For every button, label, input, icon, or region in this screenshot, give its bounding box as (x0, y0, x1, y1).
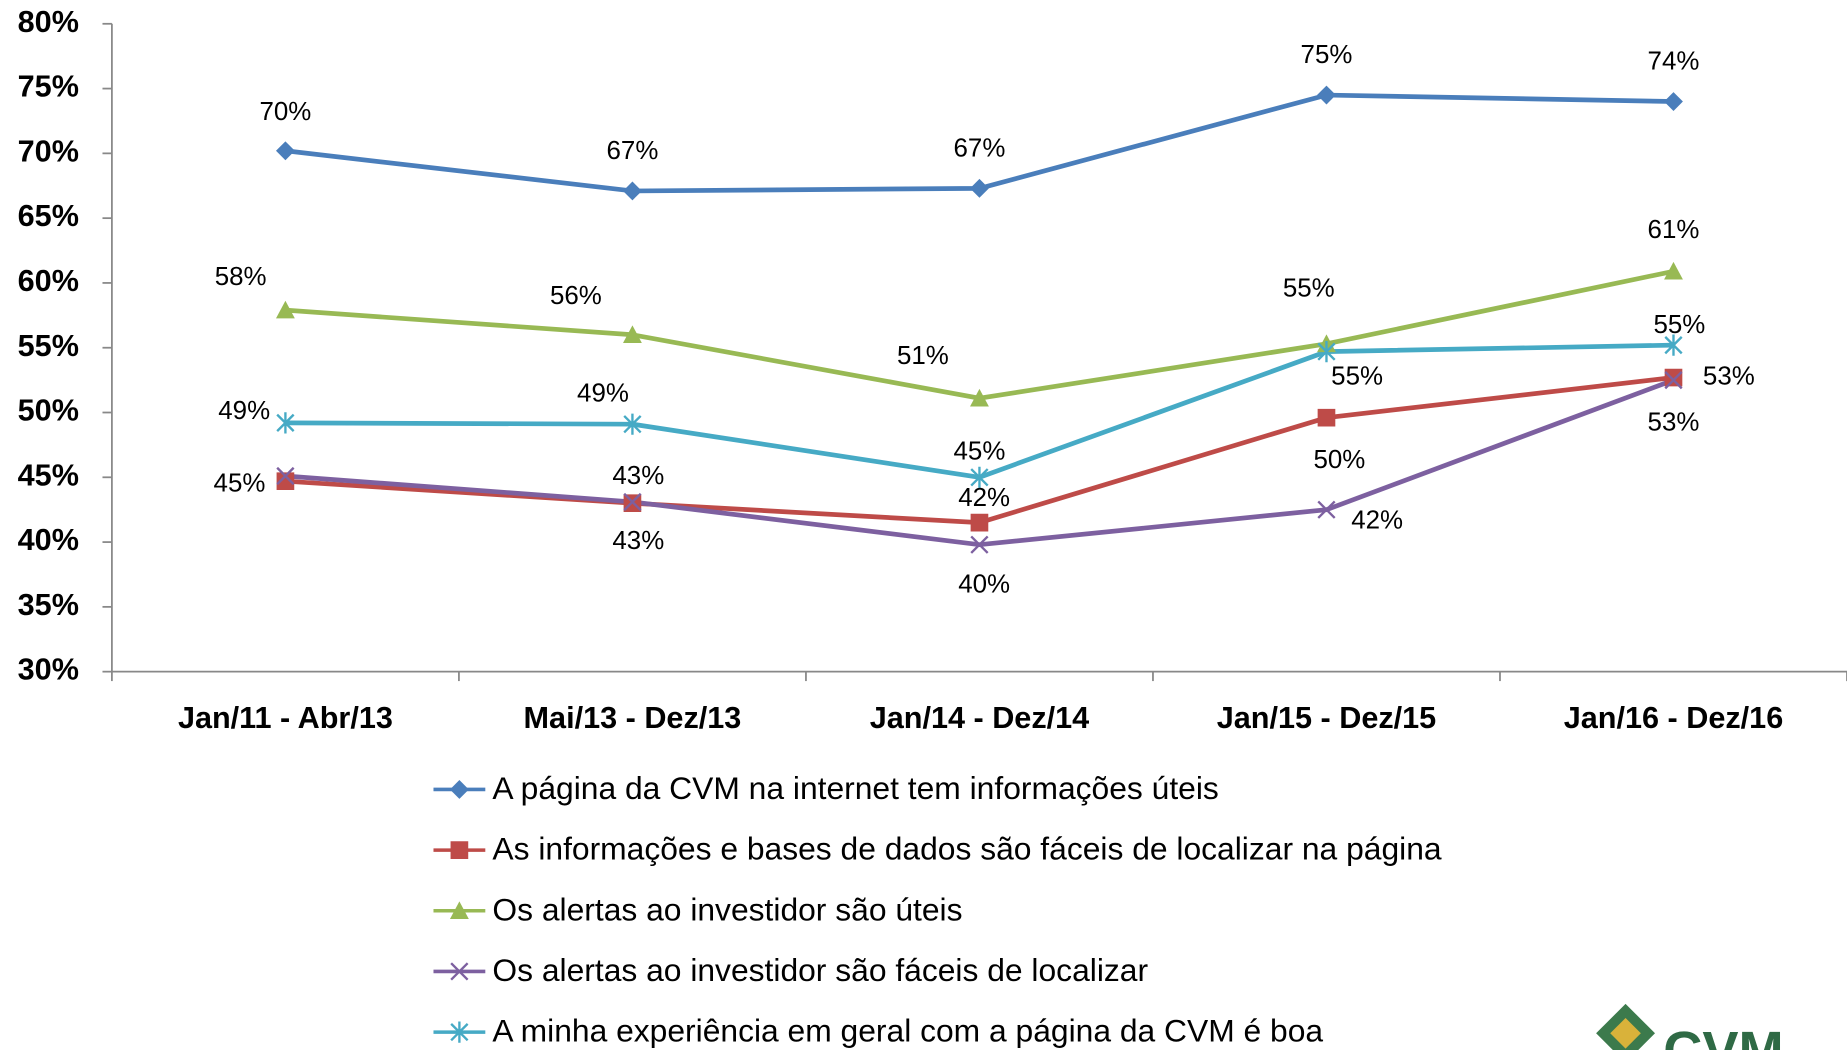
marker (450, 841, 469, 859)
marker (623, 181, 642, 201)
legend-item: Os alertas ao investidor são úteis (433, 891, 963, 927)
marker (970, 388, 989, 407)
marker (1664, 261, 1683, 280)
data-label: 61% (1648, 216, 1700, 244)
marker (276, 472, 295, 491)
marker (275, 300, 295, 319)
marker (623, 325, 642, 344)
y-tick-label: 70% (18, 134, 79, 168)
data-label: 49% (577, 380, 629, 408)
legend-label: Os alertas ao investidor são úteis (492, 891, 962, 927)
legend-item: Os alertas ao investidor são fáceis de l… (433, 952, 1148, 988)
y-tick-label: 40% (18, 523, 79, 557)
marker (449, 901, 469, 920)
data-label: 75% (1301, 41, 1353, 69)
logo-text: CVM (1663, 1021, 1783, 1050)
data-label: 43% (612, 527, 664, 555)
y-tick-label: 50% (18, 394, 79, 428)
marker (623, 492, 642, 511)
data-label: 53% (1648, 409, 1700, 437)
x-tick-label: Jan/15 - Dez/15 (1217, 701, 1436, 735)
data-label: 49% (218, 397, 270, 425)
marker (970, 178, 989, 198)
legend-item: As informações e bases de dados são fáce… (433, 831, 1442, 867)
marker (623, 413, 642, 435)
x-tick-label: Jan/11 - Abr/13 (178, 701, 393, 735)
data-label: 42% (1351, 506, 1403, 534)
data-label: 43% (612, 462, 664, 490)
legend-label: As informações e bases de dados são fáce… (492, 831, 1442, 867)
marker (1664, 92, 1683, 111)
marker (276, 466, 295, 486)
data-label: 74% (1648, 48, 1700, 76)
marker (1317, 408, 1336, 427)
y-tick-label: 75% (18, 70, 79, 104)
data-label: 50% (1313, 446, 1365, 474)
data-label: 45% (214, 470, 266, 498)
data-label: 42% (958, 484, 1010, 512)
legend-label: Os alertas ao investidor são fáceis de l… (492, 952, 1148, 988)
marker (1664, 368, 1683, 387)
data-label: 55% (1283, 274, 1335, 302)
legend-item: A página da CVM na internet tem informaç… (433, 770, 1219, 806)
data-label: 55% (1653, 311, 1705, 339)
legend-item: A minha experiência em geral com a págin… (433, 1013, 1323, 1049)
y-tick-label: 45% (18, 458, 79, 492)
marker (1664, 334, 1683, 356)
marker (1317, 341, 1336, 363)
data-label: 70% (259, 98, 311, 126)
y-tick-label: 60% (18, 264, 79, 298)
logo: CVM (1596, 1003, 1784, 1050)
marker (276, 412, 295, 434)
x-tick-label: Jan/14 - Dez/14 (870, 701, 1089, 735)
marker (1317, 85, 1336, 105)
y-tick-label: 35% (18, 588, 79, 622)
y-tick-label: 30% (18, 653, 79, 687)
marker (970, 513, 989, 532)
marker (970, 466, 989, 488)
x-tick-label: Jan/16 - Dez/16 (1564, 701, 1783, 735)
data-label: 40% (958, 571, 1010, 599)
data-label: 51% (897, 342, 949, 370)
data-label: 67% (954, 134, 1006, 162)
x-tick-label: Mai/13 - Dez/13 (524, 701, 742, 735)
legend-label: A minha experiência em geral com a págin… (492, 1013, 1323, 1049)
data-label: 58% (215, 263, 267, 291)
y-tick-label: 65% (18, 199, 79, 233)
marker (450, 962, 469, 981)
y-tick-label: 55% (18, 329, 79, 363)
logo-icon (1610, 1017, 1641, 1049)
marker (450, 1021, 469, 1043)
data-label: 53% (1703, 362, 1755, 390)
data-label: 67% (607, 137, 659, 165)
marker (970, 535, 989, 554)
series-line (285, 268, 1674, 401)
data-label: 45% (954, 437, 1006, 465)
data-label: 55% (1331, 362, 1383, 390)
legend-label: A página da CVM na internet tem informaç… (492, 770, 1218, 806)
marker (1664, 371, 1683, 390)
data-label: 56% (550, 282, 602, 310)
y-tick-label: 80% (18, 5, 79, 39)
marker (1317, 500, 1336, 519)
marker (275, 141, 295, 161)
marker (449, 780, 469, 799)
